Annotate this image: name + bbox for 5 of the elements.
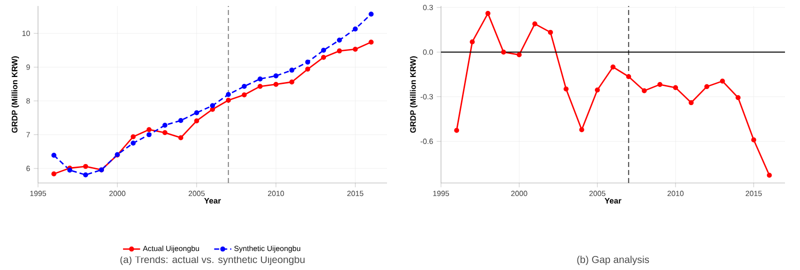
x-axis-title: Year bbox=[204, 198, 221, 204]
y-axis-title: GRDP (Million KRW) bbox=[410, 56, 418, 133]
y-axis-title: GRDP (Million KRW) bbox=[12, 56, 20, 133]
text: (b) Gap analysis bbox=[577, 256, 650, 266]
x-axis-title: Year bbox=[604, 198, 622, 204]
